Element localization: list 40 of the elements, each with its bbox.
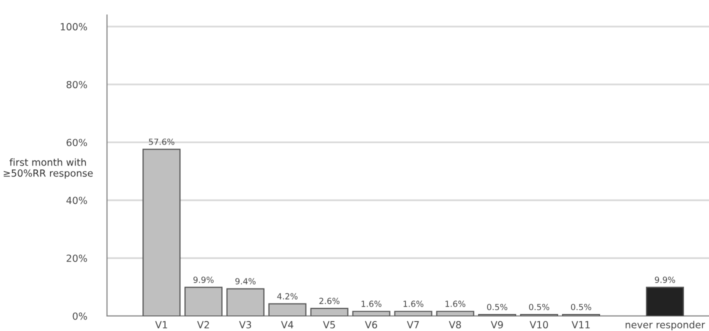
y-tick-label: 60% <box>66 138 88 146</box>
x-tick-label: never responder <box>626 320 706 330</box>
data-label: 9.9% <box>654 276 676 283</box>
data-label: 9.4% <box>235 278 256 284</box>
data-label: 0.5% <box>529 304 550 310</box>
x-tick-label: V6 <box>364 321 378 328</box>
bar <box>394 310 432 316</box>
bar <box>310 308 348 316</box>
data-label: 0.5% <box>487 304 508 310</box>
y-tick-label: 0% <box>72 312 88 320</box>
data-label: 1.6% <box>446 300 466 307</box>
x-tick-label: V5 <box>323 321 335 328</box>
bar <box>352 310 390 316</box>
x-tick-label: V7 <box>406 321 419 328</box>
x-tick-label: V2 <box>197 321 209 328</box>
y-tick-label: 20% <box>66 254 88 262</box>
y-tick-label: 100% <box>60 23 88 30</box>
data-label: 0.5% <box>571 304 592 310</box>
x-tick-label: V1 <box>155 321 168 328</box>
data-label: 9.9% <box>193 276 214 283</box>
data-label: 57.6% <box>148 138 174 145</box>
bar <box>436 310 474 316</box>
data-label: 4.2% <box>277 293 298 300</box>
data-label: 1.6% <box>362 300 382 307</box>
y-tick-label: 80% <box>66 80 88 88</box>
bar <box>142 148 181 316</box>
bar <box>268 303 306 316</box>
x-tick-label: V9 <box>490 321 503 328</box>
x-tick-label: V3 <box>239 321 252 328</box>
bar <box>184 286 222 316</box>
bar <box>646 286 684 316</box>
x-tick-label: V8 <box>448 321 461 328</box>
y-axis-title: first month with ≥50%RR response <box>4 158 93 179</box>
data-label: 2.6% <box>319 298 340 304</box>
y-tick-label: 40% <box>66 196 88 204</box>
data-label: 1.6% <box>404 300 424 307</box>
x-tick-label: V11 <box>572 321 590 328</box>
x-tick-label: V10 <box>530 321 548 328</box>
bar <box>226 288 264 316</box>
x-tick-label: V4 <box>281 321 294 328</box>
